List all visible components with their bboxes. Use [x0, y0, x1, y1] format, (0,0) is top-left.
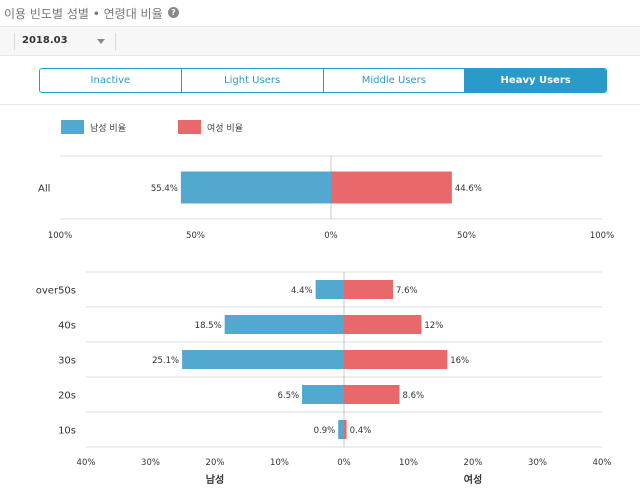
legend-female: 여성 비율 [178, 120, 288, 134]
data-label-male: 25.1% [152, 356, 179, 366]
tick-label: 100% [590, 231, 614, 241]
tick-label: 10% [270, 458, 289, 468]
tab-inactive[interactable]: Inactive [40, 69, 182, 92]
tab-middle-users[interactable]: Middle Users [323, 69, 466, 92]
bar-male [338, 420, 344, 439]
data-label-female: 8.6% [402, 391, 424, 401]
tick-label: 0% [337, 458, 351, 468]
tick-label: 0% [324, 231, 338, 241]
page-header: 이용 빈도별 성별 • 연령대 비율 ? [0, 0, 640, 26]
bar-female [344, 350, 448, 369]
bar-female [344, 420, 347, 439]
bar-male [180, 171, 331, 204]
tick-label: 50% [186, 231, 205, 241]
toolbar-divider [115, 33, 116, 50]
bar-female [331, 171, 452, 204]
data-label-female: 12% [424, 321, 443, 331]
section-divider [0, 104, 640, 105]
tab-light-users[interactable]: Light Users [181, 69, 324, 92]
chevron-down-icon [97, 39, 105, 44]
user-segment-tabs: Inactive Light Users Middle Users Heavy … [39, 68, 607, 93]
bar-female [344, 385, 400, 404]
category-label: 30s [58, 356, 76, 367]
legend-swatch-male [61, 120, 84, 134]
tick-label: 10% [399, 458, 418, 468]
category-label: over50s [36, 286, 76, 297]
category-label: All [38, 184, 50, 195]
page-title: 이용 빈도별 성별 • 연령대 비율 [4, 7, 163, 21]
tick-label: 30% [528, 458, 547, 468]
bar-male [302, 385, 344, 404]
legend-label-female: 여성 비율 [207, 124, 243, 134]
axis-label-male: 남성 [206, 473, 224, 486]
data-label-female: 16% [450, 356, 469, 366]
help-icon[interactable]: ? [168, 7, 179, 18]
data-label-female: 0.4% [350, 426, 372, 436]
bar-male [315, 280, 344, 299]
bar-male [182, 350, 344, 369]
tick-label: 20% [206, 458, 225, 468]
data-label-male: 0.9% [314, 426, 336, 436]
tick-label: 50% [457, 231, 476, 241]
tick-label: 40% [77, 458, 96, 468]
category-label: 20s [58, 391, 76, 402]
tick-label: 20% [464, 458, 483, 468]
data-label-male: 18.5% [195, 321, 222, 331]
legend-swatch-female [178, 120, 201, 134]
data-label-male: 55.4% [151, 184, 178, 194]
tab-heavy-users[interactable]: Heavy Users [465, 69, 606, 92]
bar-female [344, 315, 422, 334]
date-select-value: 2018.03 [22, 35, 68, 46]
toolbar: 2018.03 [0, 26, 640, 56]
data-label-male: 6.5% [277, 391, 299, 401]
axis-label-female: 여성 [464, 473, 482, 486]
data-label-female: 44.6% [455, 184, 482, 194]
data-label-female: 7.6% [396, 286, 418, 296]
tick-label: 30% [141, 458, 160, 468]
legend-male: 남성 비율 [61, 120, 171, 134]
bar-female [344, 280, 394, 299]
tick-label: 40% [593, 458, 612, 468]
category-label: 10s [58, 426, 76, 437]
legend-label-male: 남성 비율 [90, 124, 126, 134]
category-label: 40s [58, 321, 76, 332]
tick-label: 100% [48, 231, 72, 241]
bar-male [224, 315, 344, 334]
toolbar-divider [14, 33, 15, 50]
data-label-male: 4.4% [291, 286, 313, 296]
date-select[interactable]: 2018.03 [16, 30, 114, 53]
